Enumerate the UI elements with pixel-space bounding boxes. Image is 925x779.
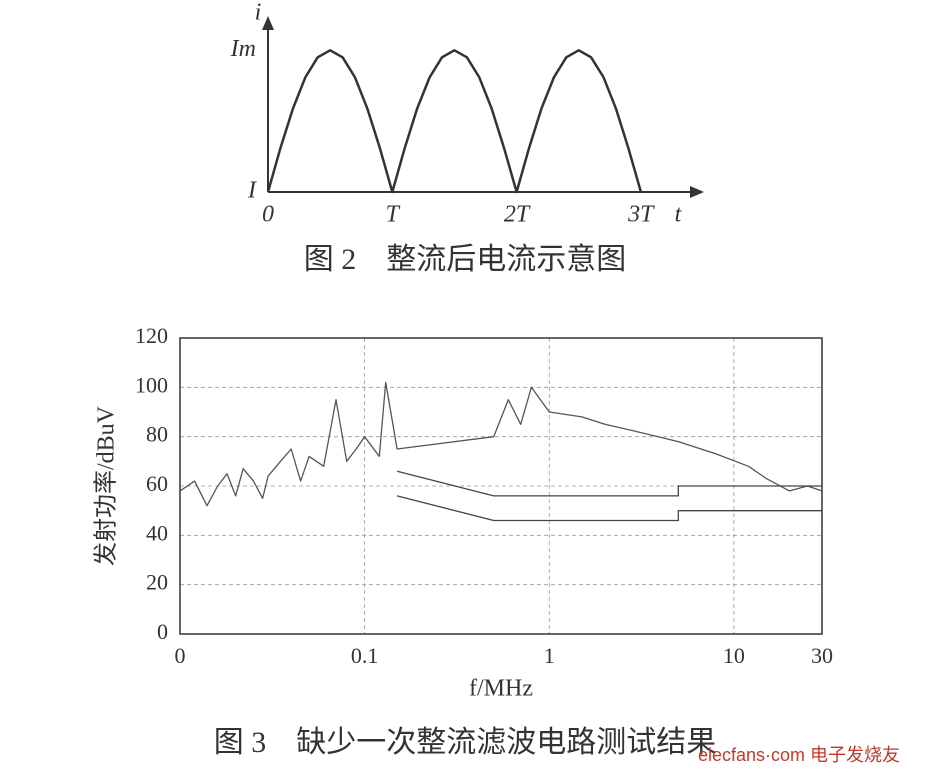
y-tick-label: 0 (157, 619, 168, 644)
series-line (396, 470, 822, 497)
x-tick-label: 1 (544, 643, 555, 668)
y-tick-label: 20 (146, 570, 168, 595)
series-line (266, 49, 643, 194)
y-axis-label: 发射功率/dBuV (93, 405, 120, 566)
x-axis-label: f/MHz (469, 676, 533, 702)
series-line (396, 495, 822, 522)
x-tick-label: 0 (262, 202, 274, 228)
caption: 图 3 缺少一次整流滤波电路测试结果 (214, 726, 717, 759)
x-tick-label: 30 (811, 643, 833, 668)
y-axis-label: i (255, 0, 262, 26)
x-tick-label: 0.1 (351, 643, 379, 668)
x-tick-label: 3T (627, 202, 655, 228)
y-tick-label: 120 (135, 323, 168, 348)
series-line (179, 381, 823, 507)
x-axis-arrow (690, 186, 704, 198)
y-tick-label: Im (230, 36, 256, 62)
watermark: elecfans·com 电子发烧友 (698, 745, 900, 765)
y-axis-arrow (262, 16, 274, 30)
x-tick-label: T (386, 202, 401, 228)
y-tick-label: 40 (146, 520, 168, 545)
y-tick-label: 100 (135, 372, 168, 397)
x-axis-label: t (675, 202, 683, 228)
y-tick-label: I (247, 178, 257, 204)
caption: 图 2 整流后电流示意图 (304, 243, 627, 276)
x-tick-label: 0 (175, 643, 186, 668)
x-tick-label: 2T (504, 202, 531, 228)
y-tick-label: 60 (146, 471, 168, 496)
y-tick-label: 80 (146, 422, 168, 447)
x-tick-label: 10 (723, 643, 745, 668)
